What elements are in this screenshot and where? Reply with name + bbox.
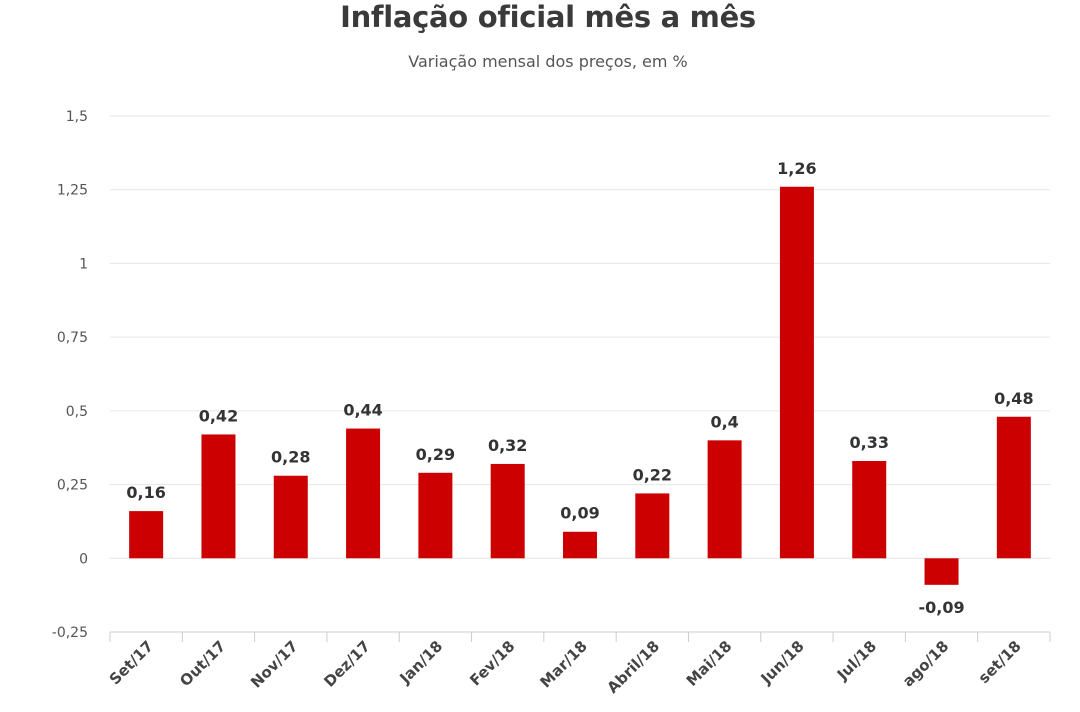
x-tick-label: ago/18 xyxy=(899,637,952,690)
data-label: 0,48 xyxy=(994,389,1033,408)
y-tick-label: 0,75 xyxy=(57,330,88,346)
bar xyxy=(129,511,164,559)
chart-subtitle: Variação mensal dos preços, em % xyxy=(408,52,688,71)
data-label: 0,22 xyxy=(633,465,672,484)
x-axis-ticks: Set/17 Out/17 Nov/17 Dez/17 Jan/18 Fev/18 Mar/… xyxy=(106,637,1025,697)
data-label: 0,09 xyxy=(560,504,599,523)
x-tick-label: set/18 xyxy=(975,637,1025,687)
x-tick-label: Set/17 xyxy=(106,637,157,688)
y-tick-label: 1,5 xyxy=(66,109,88,125)
x-tick-label: Mai/18 xyxy=(683,637,736,690)
y-tick-label: 0,25 xyxy=(57,478,88,494)
x-tick-label: Fev/18 xyxy=(466,637,518,689)
bar xyxy=(563,531,597,559)
data-label: 0,33 xyxy=(849,433,888,452)
bar xyxy=(490,463,525,559)
y-tick-label: -0,25 xyxy=(52,625,88,641)
bar xyxy=(273,475,308,559)
bar xyxy=(996,416,1031,559)
y-tick-label: 0,5 xyxy=(66,404,88,420)
data-label: 1,26 xyxy=(777,159,816,178)
bar xyxy=(418,472,453,559)
x-axis xyxy=(109,631,1051,642)
x-tick-label: Jan/18 xyxy=(395,637,446,688)
y-tick-label: 1 xyxy=(79,256,88,272)
x-tick-label: Mar/18 xyxy=(537,637,591,691)
data-labels: 0,16 0,42 0,28 0,44 0,29 0,32 0,09 0,22 0,4 1,26 0… xyxy=(126,159,1033,617)
data-label: 0,44 xyxy=(343,401,382,420)
data-label: 0,16 xyxy=(126,483,165,502)
data-label: 0,32 xyxy=(488,436,527,455)
y-tick-label: 0 xyxy=(79,551,88,567)
bar xyxy=(779,186,814,559)
data-label: 0,4 xyxy=(710,412,738,431)
bars xyxy=(129,186,1031,585)
bar xyxy=(201,434,236,559)
y-axis-ticks: -0,25 0 0,25 0,5 0,75 1 1,25 1,5 xyxy=(52,109,88,641)
x-tick-label: Jul/18 xyxy=(833,637,880,684)
x-tick-label: Out/17 xyxy=(176,637,229,690)
bar xyxy=(924,558,959,585)
chart-title: Inflação oficial mês a mês xyxy=(340,0,756,34)
data-label: -0,09 xyxy=(918,598,964,617)
x-tick-label: Nov/17 xyxy=(247,637,301,691)
x-tick-label: Jun/18 xyxy=(757,637,808,688)
y-tick-label: 1,25 xyxy=(57,183,88,199)
x-tick-label: Dez/17 xyxy=(320,637,374,691)
x-tick-label: Abril/18 xyxy=(603,637,663,697)
data-label: 0,29 xyxy=(416,445,455,464)
bar xyxy=(346,428,381,559)
bar xyxy=(852,460,887,559)
data-label: 0,28 xyxy=(271,448,310,467)
bar xyxy=(635,493,670,559)
bar xyxy=(707,440,742,559)
data-label: 0,42 xyxy=(199,406,238,425)
